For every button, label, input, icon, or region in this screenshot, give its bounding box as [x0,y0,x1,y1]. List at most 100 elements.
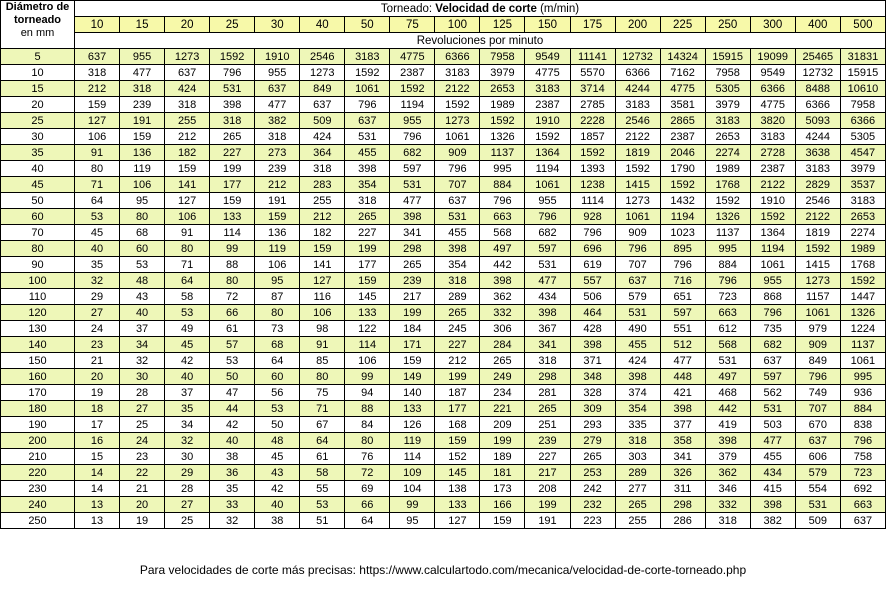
rpm-cell: 24 [119,432,166,449]
rpm-cell: 191 [524,512,571,529]
rpm-cell: 382 [254,112,301,129]
rpm-cell: 95 [119,192,166,209]
rpm-cell: 318 [344,192,391,209]
rpm-cell: 251 [524,416,571,433]
rpm-cell: 497 [479,240,526,257]
rpm-cell: 27 [73,304,121,321]
rpm-cell: 28 [119,384,166,401]
rpm-cell: 568 [479,224,526,241]
cutting-speed-cell: 40 [299,16,346,33]
rpm-cell: 114 [209,224,256,241]
rpm-cell: 239 [119,96,166,113]
rpm-cell: 1326 [839,304,886,321]
rpm-cell: 177 [209,176,256,193]
rpm-cell: 127 [434,512,481,529]
rpm-cell: 531 [794,496,841,513]
rpm-cell: 159 [254,208,301,225]
rpm-cell: 1592 [614,160,661,177]
rpm-cell: 1061 [524,176,571,193]
rpm-cell: 1393 [569,160,616,177]
rpm-cell: 149 [389,368,436,385]
rpm-cell: 398 [434,240,481,257]
diameter-cell: 5 [0,48,75,65]
rpm-cell: 1790 [659,160,706,177]
rpm-cell: 5570 [569,64,616,81]
rpm-cell: 3537 [839,176,886,193]
rpm-cell: 637 [749,352,796,369]
rpm-cell: 1364 [749,224,796,241]
rpm-cell: 448 [659,368,706,385]
rpm-cell: 95 [389,512,436,529]
rpm-cell: 2653 [704,128,751,145]
rpm-cell: 1592 [389,80,436,97]
rpm-cell: 341 [389,224,436,241]
rpm-cell: 53 [209,352,256,369]
rpm-cell: 23 [73,336,121,353]
rpm-cell: 1592 [479,112,526,129]
rpm-cell: 4775 [659,80,706,97]
rpm-cell: 27 [119,400,166,417]
rpm-cell: 133 [389,400,436,417]
rpm-cell: 265 [434,304,481,321]
revolutions-label: Revoluciones por minuto [74,32,886,49]
rpm-cell: 80 [344,432,391,449]
rpm-cell: 38 [254,512,301,529]
rpm-cell: 477 [659,352,706,369]
rpm-cell: 40 [73,240,121,257]
rpm-cell: 72 [344,464,391,481]
rpm-cell: 53 [119,256,166,273]
rpm-cell: 56 [254,384,301,401]
rpm-cell: 318 [524,352,571,369]
rpm-cell: 9549 [524,48,571,65]
rpm-cell: 223 [569,512,616,529]
rpm-cell: 346 [704,480,751,497]
rpm-cell: 1273 [794,272,841,289]
rpm-cell: 995 [479,160,526,177]
rpm-cell: 283 [299,176,346,193]
diameter-cell: 180 [0,400,75,417]
diameter-cell: 230 [0,480,75,497]
diameter-cell: 140 [0,336,75,353]
rpm-cell: 341 [524,336,571,353]
rpm-cell: 995 [704,240,751,257]
diameter-cell: 110 [0,288,75,305]
diameter-cell: 200 [0,432,75,449]
rpm-cell: 68 [119,224,166,241]
rpm-cell: 749 [794,384,841,401]
rpm-cell: 398 [614,368,661,385]
rpm-cell: 30 [119,368,166,385]
rpm-cell: 5305 [839,128,886,145]
rpm-cell: 60 [254,368,301,385]
diameter-cell: 45 [0,176,75,193]
rpm-cell: 1857 [569,128,616,145]
rpm-cell: 298 [389,240,436,257]
rpm-cell: 25 [164,512,211,529]
rpm-cell: 29 [164,464,211,481]
rpm-cell: 212 [434,352,481,369]
rpm-cell: 64 [73,192,121,209]
rpm-cell: 289 [614,464,661,481]
rpm-cell: 2865 [659,112,706,129]
cutting-speed-cell: 175 [569,16,616,33]
rpm-cell: 531 [389,176,436,193]
rpm-cell: 1061 [344,80,391,97]
rpm-cell: 663 [704,304,751,321]
diameter-cell: 50 [0,192,75,209]
rpm-cell: 318 [614,432,661,449]
rpm-cell: 34 [164,416,211,433]
rpm-cell: 217 [524,464,571,481]
table-row: 170 19 28 37 47 56 75 94 140 187 234 281 328 374 421 46… [0,384,886,401]
rpm-cell: 1137 [704,224,751,241]
rpm-cell: 227 [209,144,256,161]
rpm-cell: 3820 [749,112,796,129]
rpm-cell: 909 [614,224,661,241]
rpm-cell: 354 [344,176,391,193]
rpm-cell: 1224 [839,320,886,337]
rpm-cell: 557 [569,272,616,289]
rpm-cell: 531 [704,352,751,369]
rpm-cell: 191 [119,112,166,129]
rpm-cell: 3581 [659,96,706,113]
rpm-cell: 119 [119,160,166,177]
rpm-cell: 71 [73,176,121,193]
rpm-cell: 379 [704,448,751,465]
